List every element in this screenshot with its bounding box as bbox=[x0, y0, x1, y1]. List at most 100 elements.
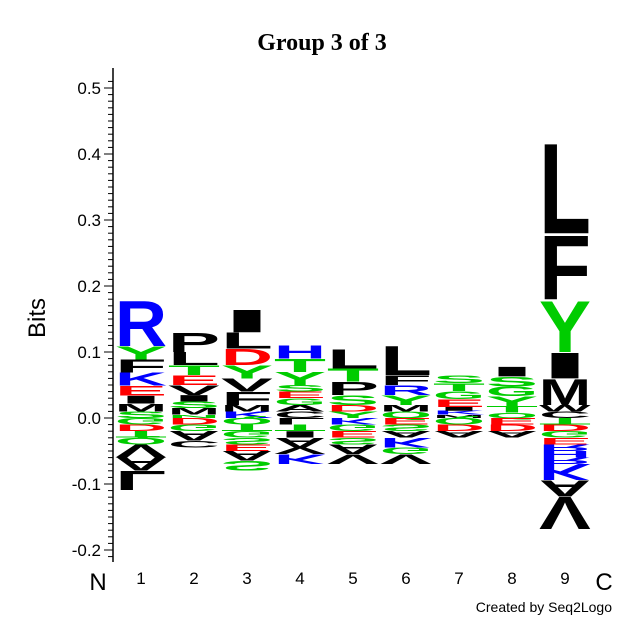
logo-letter-f: F bbox=[380, 373, 432, 388]
logo-letter-g: G bbox=[486, 384, 538, 399]
logo-letter-e: E bbox=[327, 429, 379, 439]
logo-letter-r: R bbox=[115, 288, 167, 360]
logo-letter-p: P bbox=[168, 327, 220, 358]
logo-letter-i: I bbox=[433, 406, 485, 412]
logo-letter-s: S bbox=[327, 392, 379, 408]
logo-letter-t: T bbox=[539, 416, 591, 426]
logo-letter-e: E bbox=[433, 397, 485, 409]
logo-letter-l: L bbox=[221, 328, 273, 354]
logo-letter-i: I bbox=[486, 364, 538, 379]
logo-letter-k: K bbox=[274, 451, 326, 466]
logo-letter-l: L bbox=[274, 416, 326, 426]
logo-letter-s: S bbox=[221, 458, 273, 474]
position-label: 6 bbox=[401, 569, 410, 588]
logo-letter-g: G bbox=[380, 446, 432, 456]
logo-letter-f: F bbox=[221, 388, 273, 409]
logo-letter-f: F bbox=[539, 216, 591, 319]
position-label: 9 bbox=[560, 569, 569, 588]
logo-letter-a: A bbox=[115, 453, 167, 474]
logo-letter-v: V bbox=[380, 451, 432, 466]
logo-letter-t: T bbox=[486, 404, 538, 414]
logo-letter-e: E bbox=[168, 372, 220, 388]
logo-letter-r: R bbox=[539, 442, 591, 452]
logo-letter-a: A bbox=[327, 441, 379, 456]
logo-letter-g: G bbox=[115, 416, 167, 426]
chart-title: Group 3 of 3 bbox=[257, 30, 387, 56]
logo-letter-y: Y bbox=[486, 394, 538, 410]
credit-text: Created by Seq2Logo bbox=[476, 599, 612, 615]
logo-letter-a: A bbox=[274, 403, 326, 413]
logo-letter-e: E bbox=[486, 416, 538, 426]
logo-letter-m: M bbox=[168, 407, 220, 417]
logo-letter-d: D bbox=[486, 423, 538, 433]
logo-letter-d: D bbox=[168, 416, 220, 426]
logo-letter-v: V bbox=[221, 375, 273, 396]
logo-letter-t: T bbox=[433, 381, 485, 393]
logo-letter-k: K bbox=[433, 410, 485, 416]
logo-letter-i: I bbox=[221, 303, 273, 339]
logo-letter-g: G bbox=[327, 422, 379, 432]
logo-letter-d: D bbox=[433, 423, 485, 433]
logo-letter-e: E bbox=[380, 416, 432, 426]
logo-letter-a: A bbox=[433, 429, 485, 439]
logo-letter-s: S bbox=[380, 423, 432, 433]
logo-letter-t: T bbox=[274, 423, 326, 433]
logo-letter-d: D bbox=[115, 423, 167, 433]
logo-letter-l: L bbox=[380, 338, 432, 384]
logo-letter-m: M bbox=[115, 402, 167, 414]
logo-letter-c: C bbox=[274, 410, 326, 420]
logo-letter-q: Q bbox=[486, 411, 538, 419]
logo-letter-g: G bbox=[433, 389, 485, 401]
position-label: 3 bbox=[242, 569, 251, 588]
logo-letter-c: C bbox=[539, 410, 591, 420]
logo-letter-y: Y bbox=[380, 392, 432, 408]
logo-letter-q: Q bbox=[380, 410, 432, 420]
logo-letter-r: R bbox=[380, 382, 432, 397]
logo-letter-h: H bbox=[274, 342, 326, 363]
y-axis: -0.2 -0.1 0.0 0.1 0.2 0.3 0.4 0.5 bbox=[72, 68, 114, 562]
logo-letter-k: K bbox=[327, 416, 379, 426]
logo-letter-p: P bbox=[327, 379, 379, 400]
y-tick-label: -0.2 bbox=[72, 541, 101, 560]
logo-letter-k: K bbox=[539, 459, 592, 484]
logo-letter-d: D bbox=[221, 345, 273, 370]
logo-letter-s: S bbox=[433, 373, 485, 385]
logo-letter-a: A bbox=[486, 429, 538, 439]
y-tick-label: 0.2 bbox=[77, 277, 101, 296]
logo-letter-c: C bbox=[168, 439, 220, 449]
logo-letter-m: M bbox=[539, 372, 591, 413]
logo-letter-s: S bbox=[168, 400, 220, 410]
logo-letter-a: A bbox=[380, 429, 432, 439]
logo-letter-a: A bbox=[274, 435, 326, 450]
logo-letter-l: L bbox=[539, 118, 591, 262]
logo-letter-k: K bbox=[380, 435, 432, 450]
logo-letter-t: T bbox=[327, 365, 379, 386]
y-tick-label: 0.4 bbox=[77, 145, 101, 164]
logo-letter-d: D bbox=[539, 423, 591, 433]
logo-letter-l: L bbox=[115, 465, 167, 496]
logo-letter-h: H bbox=[539, 449, 591, 459]
logo-letter-m: M bbox=[221, 403, 273, 413]
logo-letter-v: V bbox=[274, 446, 326, 456]
logo-letter-y: Y bbox=[327, 410, 379, 420]
logo-letter-v: V bbox=[539, 487, 591, 539]
logo-letter-v: V bbox=[115, 440, 167, 461]
logo-letter-s: S bbox=[327, 436, 379, 446]
logo-letter-i: I bbox=[115, 394, 167, 406]
position-label: 4 bbox=[295, 569, 304, 588]
logo-letter-y: Y bbox=[539, 286, 591, 369]
y-tick-label: 0.3 bbox=[77, 211, 101, 230]
logo-letter-i: I bbox=[274, 429, 326, 439]
logo-letter-e: E bbox=[274, 390, 326, 400]
position-label: 2 bbox=[189, 569, 198, 588]
n-terminus-label: N bbox=[89, 569, 106, 596]
logo-letter-n: N bbox=[168, 414, 220, 419]
logo-letter-a: A bbox=[168, 428, 220, 443]
logo-letter-a: A bbox=[221, 448, 273, 463]
logo-letter-d: D bbox=[327, 403, 379, 413]
